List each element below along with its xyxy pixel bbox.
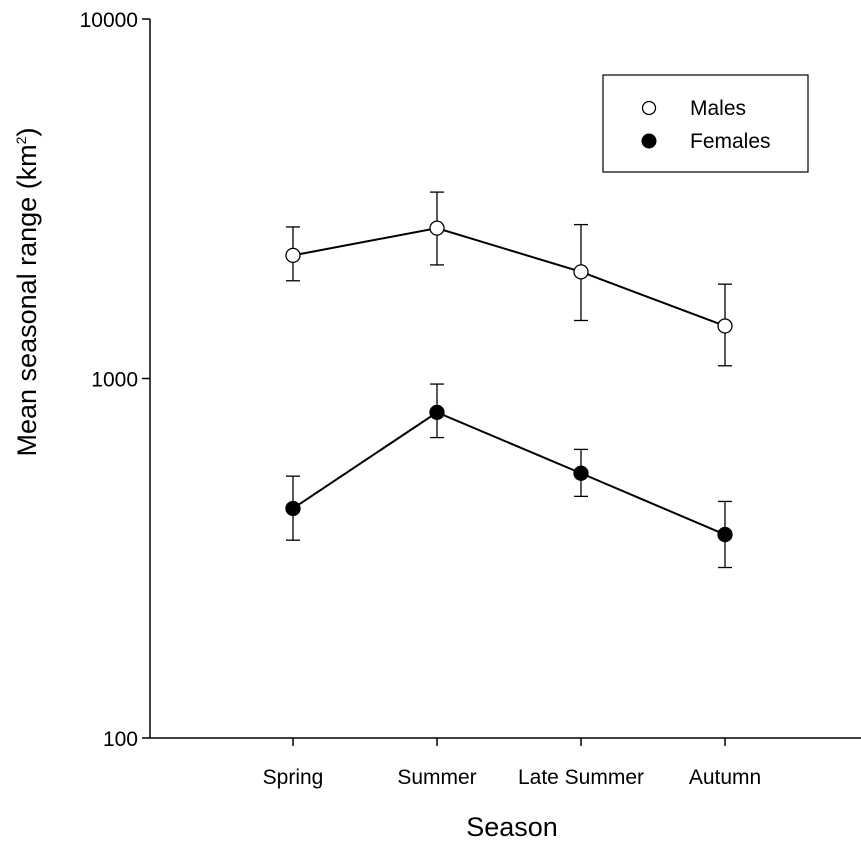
x-tick-label: Autumn (689, 766, 761, 789)
plot-area (285, 191, 733, 569)
legend-label-females: Females (690, 130, 771, 153)
x-tick-label: Spring (263, 766, 324, 789)
series-line-females (292, 411, 726, 536)
data-point-females (285, 500, 301, 517)
data-point-females (429, 404, 445, 421)
x-tick-label: Summer (397, 766, 476, 789)
legend: Males Females (602, 74, 809, 173)
data-point-females (717, 526, 733, 543)
x-tick-label: Late Summer (518, 766, 644, 789)
legend-marker-females (641, 133, 657, 149)
legend-box (602, 74, 809, 173)
x-ticks: Spring Summer Late Summer Autumn (263, 738, 761, 789)
series-females (285, 383, 733, 569)
legend-marker-males (641, 100, 657, 116)
y-axis-title-superscript: 2 (13, 136, 29, 144)
y-axis-title-main: Mean seasonal range (km (12, 144, 42, 456)
series-males (285, 191, 733, 367)
y-ticks: 100 1000 10000 (80, 9, 150, 751)
y-tick-label: 10000 (80, 9, 138, 32)
y-axis-title-close: ) (12, 128, 42, 137)
y-tick-label: 1000 (91, 369, 138, 392)
data-point-males (573, 264, 589, 280)
data-point-males (429, 220, 445, 236)
legend-label-males: Males (690, 97, 746, 120)
series-line-males (292, 227, 726, 327)
data-point-males (717, 318, 733, 334)
y-tick-label: 100 (103, 728, 138, 751)
y-axis-title: Mean seasonal range (km2) (12, 128, 42, 457)
data-point-males (285, 247, 301, 264)
data-point-females (573, 465, 589, 481)
x-axis-title: Season (466, 812, 558, 842)
